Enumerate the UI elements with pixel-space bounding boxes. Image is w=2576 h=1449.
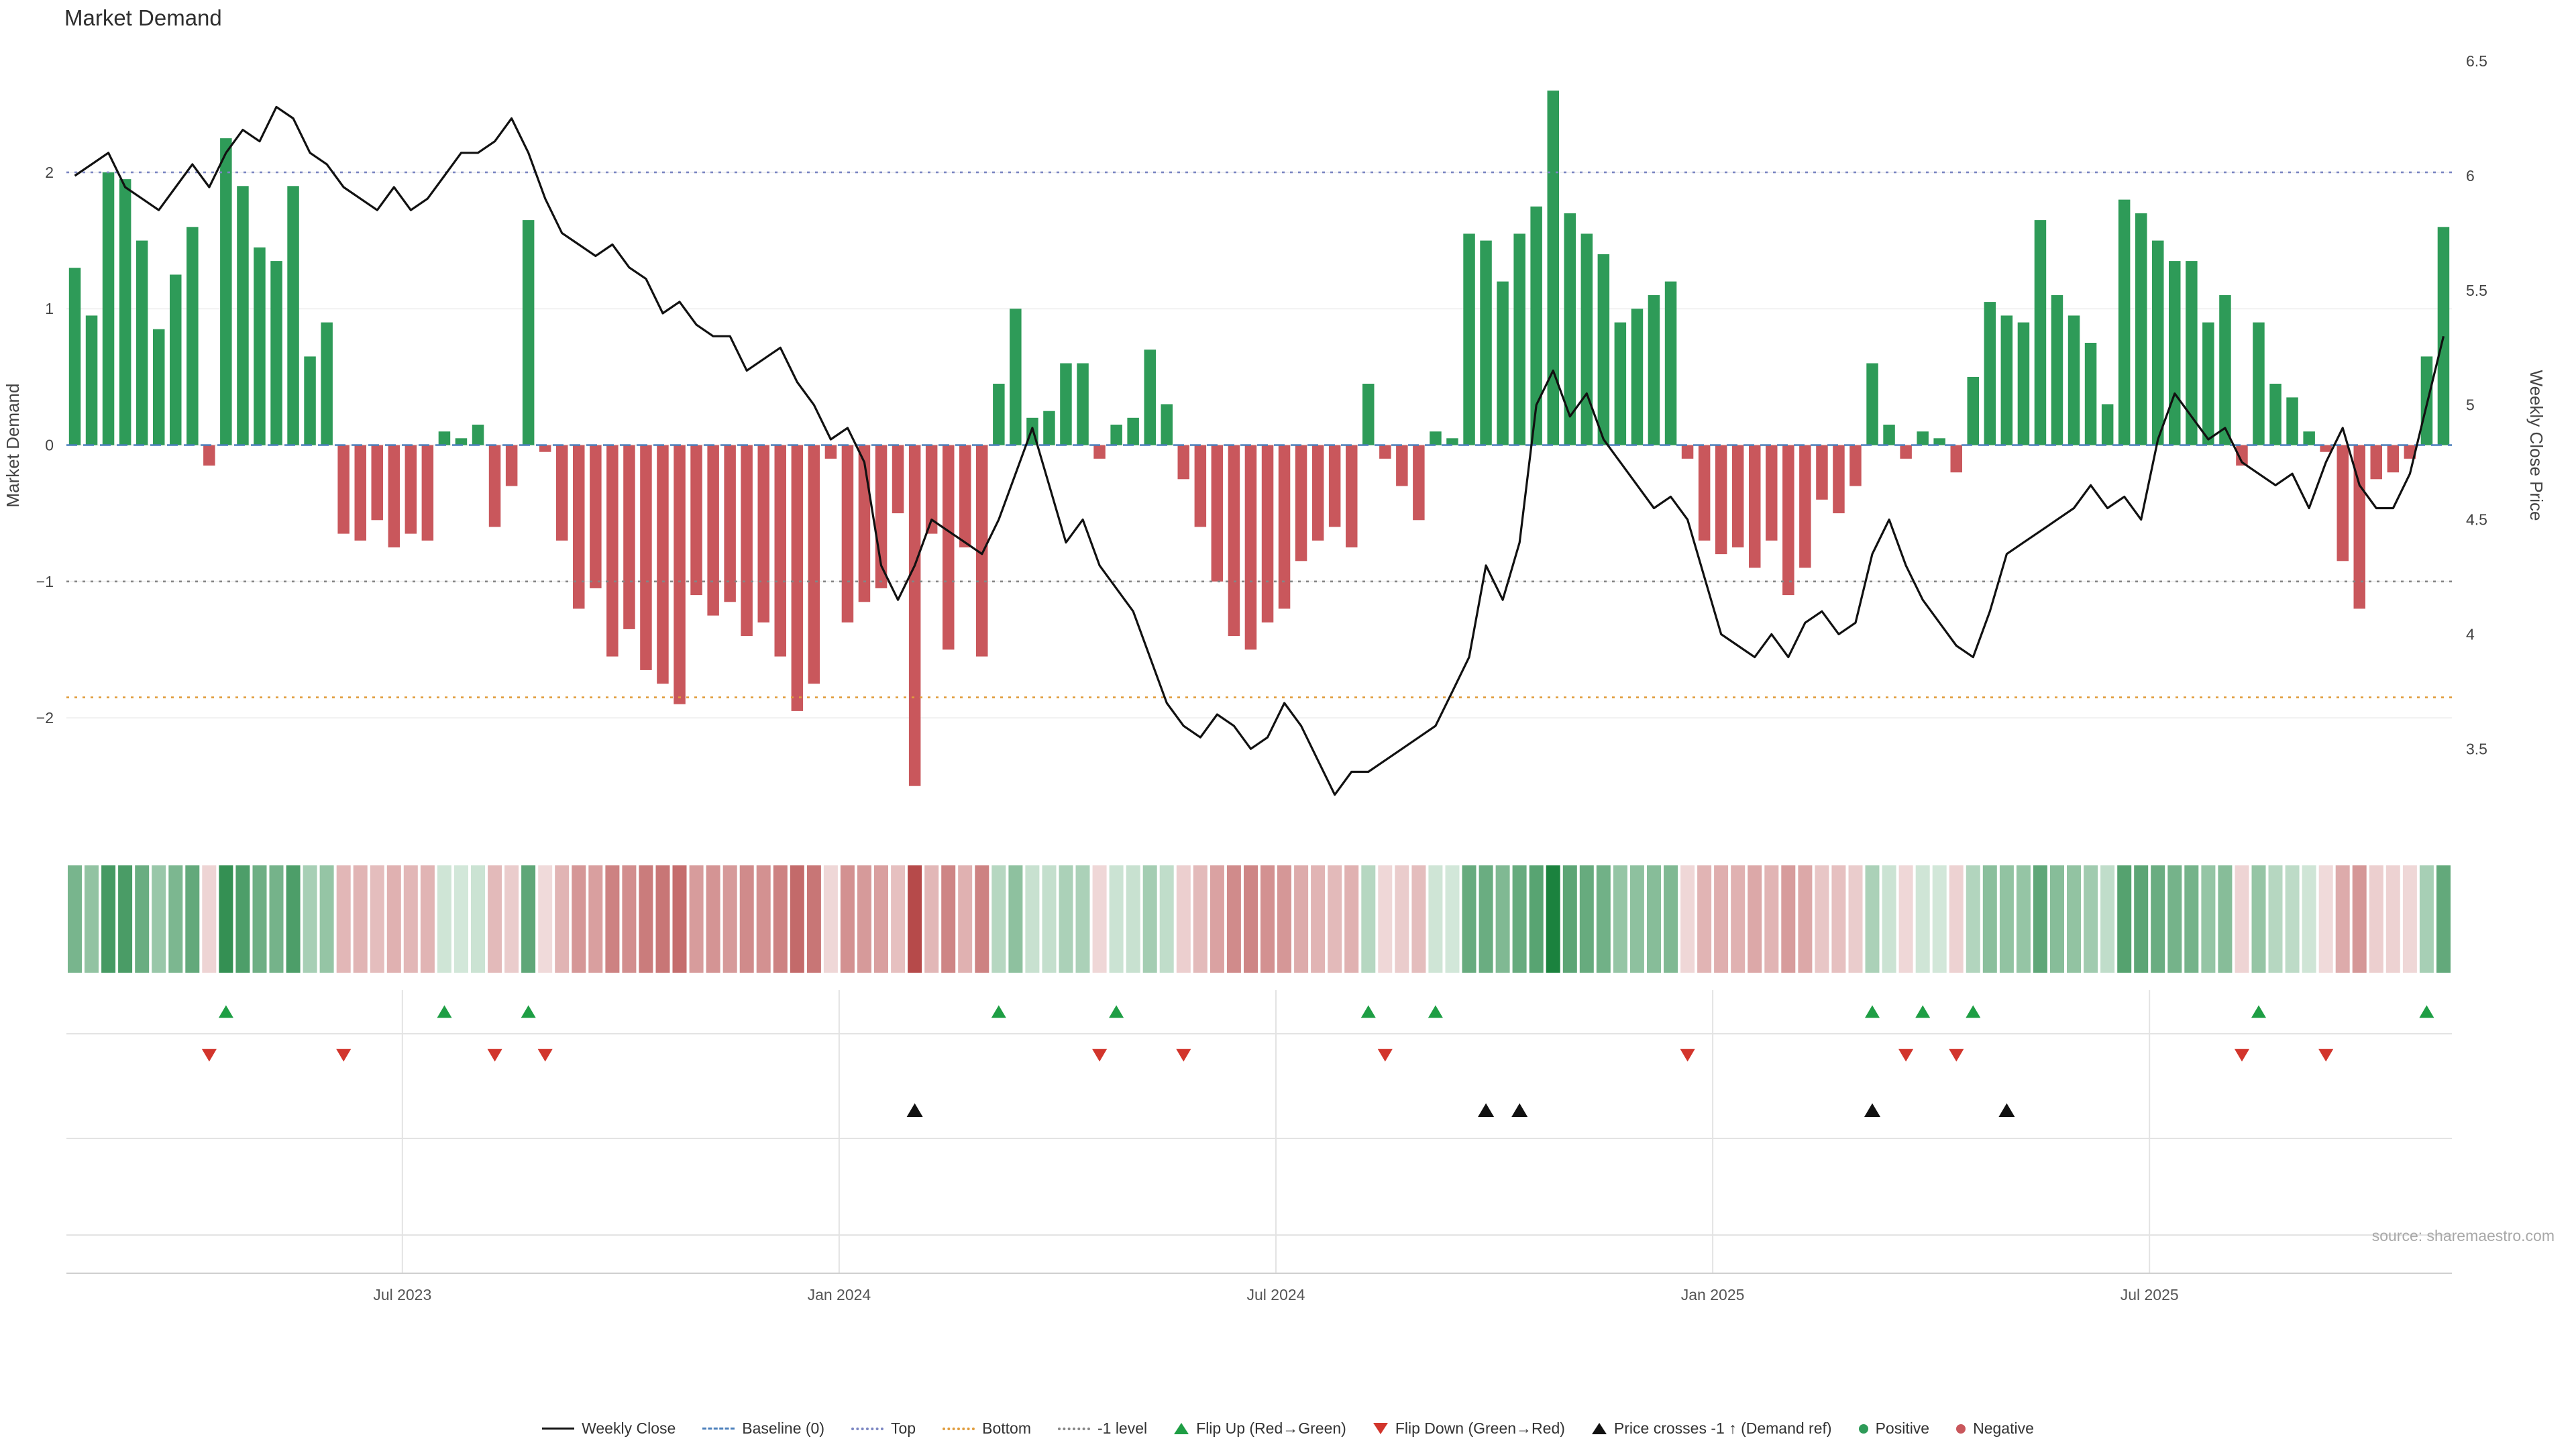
svg-text:1: 1 [45,300,54,317]
market-demand-chart: −2 −1 0 1 2 3.5 4 4.5 5 5.5 6 6.5 Market Demand Weekl… [3,52,2555,1303]
svg-text:−1: −1 [36,573,54,590]
heatmap-strip [68,865,2451,973]
right-axis-ticks: 3.5 4 4.5 5 5.5 6 6.5 [2466,52,2487,757]
flip-up-markers [218,1005,2434,1018]
legend-label: Bottom [982,1419,1031,1437]
line-dashed-swatch-icon [702,1428,735,1430]
svg-text:5.5: 5.5 [2466,282,2487,299]
svg-text:6.5: 6.5 [2466,52,2487,70]
svg-text:4.5: 4.5 [2466,511,2487,529]
right-axis-label: Weekly Close Price [2526,370,2546,521]
svg-text:0: 0 [45,437,54,454]
line-dotted-swatch-icon [851,1427,884,1430]
svg-text:5: 5 [2466,396,2475,414]
svg-text:Jan 2025: Jan 2025 [1681,1286,1745,1303]
legend-label: -1 level [1097,1419,1148,1437]
svg-text:Jul 2024: Jul 2024 [1247,1286,1305,1303]
x-axis-ticks: Jul 2023 Jan 2024 Jul 2024 Jan 2025 Jul 2025 [373,1286,2178,1303]
marker-panel-grid [66,990,2452,1274]
legend-item-baseline-0: Baseline (0) [702,1419,824,1438]
legend-label: Baseline (0) [742,1419,825,1437]
triangle-down-swatch-icon [1373,1423,1388,1434]
svg-text:Jul 2023: Jul 2023 [373,1286,431,1303]
legend-item-positive: Positive [1858,1419,1930,1438]
svg-text:Jul 2025: Jul 2025 [2121,1286,2179,1303]
legend-item-flip-up-red-green: Flip Up (Red→Green) [1174,1419,1346,1438]
line-dotted-swatch-icon [1057,1427,1090,1430]
svg-text:2: 2 [45,164,54,181]
legend-item-bottom: Bottom [943,1419,1031,1438]
legend-item-negative: Negative [1956,1419,2034,1438]
line-dotted-swatch-icon [943,1427,975,1430]
legend-label: Weekly Close [582,1419,676,1437]
dot-swatch-icon [1956,1424,1966,1434]
line-solid-swatch-icon [542,1428,575,1430]
legend-item-flip-down-green-red: Flip Down (Green→Red) [1373,1419,1565,1438]
chart-legend: Weekly Close Baseline (0) Top Bottom -1 leve… [0,1419,2576,1438]
legend-item-weekly-close: Weekly Close [542,1419,676,1438]
demand-bars [68,91,2450,786]
svg-text:6: 6 [2466,167,2475,184]
legend-item-price-crosses-1-demand-ref: Price crosses -1 ↑ (Demand ref) [1591,1419,1832,1438]
left-axis-ticks: −2 −1 0 1 2 [36,164,54,727]
svg-text:3.5: 3.5 [2466,740,2487,757]
legend-label: Positive [1875,1419,1930,1437]
svg-text:−2: −2 [36,709,54,727]
price-cross-markers [906,1103,2015,1117]
legend-item-top: Top [851,1419,916,1438]
svg-text:Jan 2024: Jan 2024 [808,1286,871,1303]
triangle-up-swatch-icon [1174,1423,1189,1434]
price-line [74,105,2445,796]
dot-swatch-icon [1858,1424,1868,1434]
legend-label: Price crosses -1 ↑ (Demand ref) [1613,1419,1832,1437]
source-text: source: sharemaestro.com [2372,1227,2555,1244]
legend-label: Flip Down (Green→Red) [1395,1419,1565,1437]
triangle-up-swatch-icon [1591,1423,1607,1434]
legend-label: Flip Up (Red→Green) [1196,1419,1346,1437]
reference-lines [66,171,2452,698]
left-axis-label: Market Demand [3,384,23,508]
flip-down-markers [201,1049,2334,1062]
legend-label: Negative [1973,1419,2034,1437]
chart-title: Market Demand [64,5,222,30]
svg-text:4: 4 [2466,625,2475,643]
legend-item-1-level: -1 level [1057,1419,1148,1438]
legend-label: Top [891,1419,916,1437]
